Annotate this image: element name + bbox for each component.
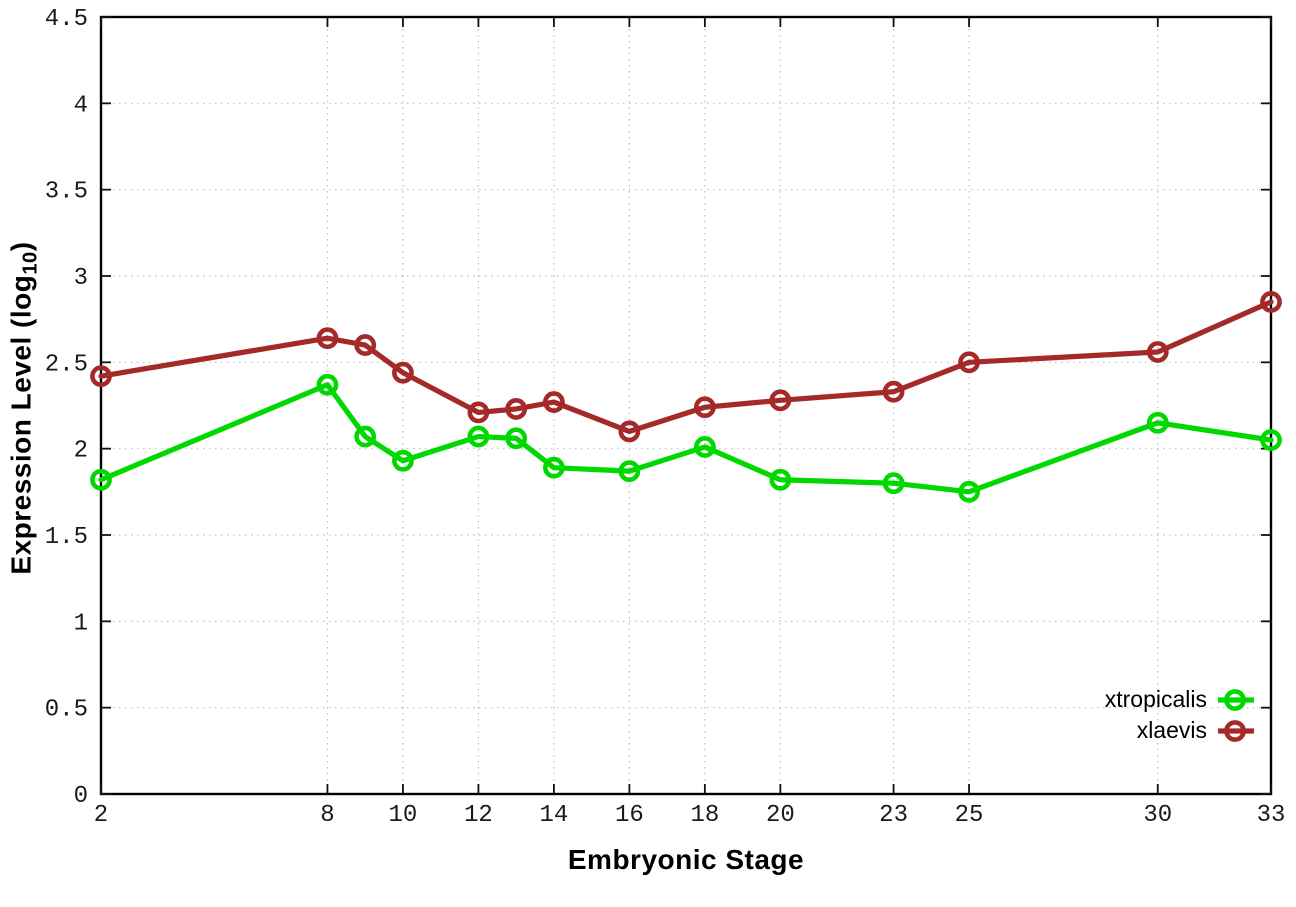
data-point-xlaevis xyxy=(467,401,490,424)
x-tick-label: 23 xyxy=(879,802,908,829)
legend-item-xlaevis: xlaevis xyxy=(1137,715,1255,746)
data-point-xtropicalis xyxy=(467,425,490,448)
x-tick-label: 16 xyxy=(615,802,644,829)
data-point-xlaevis xyxy=(354,334,377,356)
y-tick-label: 1.5 xyxy=(45,524,88,551)
data-point-xlaevis xyxy=(882,380,905,403)
data-point-xtropicalis xyxy=(618,460,641,483)
data-point-xtropicalis xyxy=(354,425,377,448)
y-axis-title-subscript: 10 xyxy=(19,251,42,275)
data-point-xtropicalis xyxy=(505,427,528,450)
data-point-xlaevis xyxy=(693,396,716,419)
x-tick-label: 30 xyxy=(1143,802,1172,829)
data-point-xlaevis xyxy=(543,391,565,413)
x-tick-label: 33 xyxy=(1257,802,1286,829)
data-point-xlaevis xyxy=(1146,341,1169,363)
series-line-xlaevis xyxy=(98,299,1274,434)
series-line-xtropicalis xyxy=(98,382,1274,495)
y-tick-label: 3.5 xyxy=(45,179,88,206)
data-point-xtropicalis xyxy=(90,468,112,491)
legend-label-xtropicalis: xtropicalis xyxy=(1104,686,1207,712)
x-tick-label: 14 xyxy=(539,802,568,829)
x-axis-title: Embryonic Stage xyxy=(567,844,805,875)
x-tick-label: 12 xyxy=(464,802,493,829)
data-point-xtropicalis xyxy=(1260,429,1282,451)
y-tick-label: 4.5 xyxy=(45,6,88,33)
y-tick-label: 1 xyxy=(74,610,88,637)
data-point-xtropicalis xyxy=(1146,411,1169,434)
y-axis-title-suffix: ) xyxy=(5,241,37,252)
plot-border xyxy=(99,15,1273,796)
legend-item-xtropicalis: xtropicalis xyxy=(1105,684,1255,715)
data-point-xtropicalis xyxy=(882,472,905,495)
data-point-xlaevis xyxy=(769,389,792,412)
data-point-xtropicalis xyxy=(769,468,792,491)
y-tick-label: 0.5 xyxy=(45,697,88,724)
y-axis-title-text: Expression Level (log xyxy=(5,274,37,575)
y-tick-label: 2 xyxy=(74,438,88,465)
data-point-xlaevis xyxy=(618,420,641,443)
x-tick-label: 8 xyxy=(320,802,334,829)
y-axis-title: Expression Level (log10) xyxy=(5,241,42,574)
data-point-xlaevis xyxy=(1260,290,1282,313)
data-point-xtropicalis xyxy=(958,480,980,503)
data-point-xlaevis xyxy=(505,398,528,420)
data-point-xlaevis xyxy=(958,351,980,374)
chart-legend: xtropicalis xlaevis xyxy=(1105,684,1255,746)
data-point-xtropicalis xyxy=(392,449,414,472)
data-point-xtropicalis xyxy=(693,436,716,458)
legend-swatch-xtropicalis xyxy=(1218,688,1254,711)
legend-label-xlaevis: xlaevis xyxy=(1136,717,1207,743)
y-tick-label: 0 xyxy=(74,783,88,810)
x-tick-label: 25 xyxy=(955,802,984,829)
legend-swatch-xlaevis xyxy=(1218,719,1254,742)
y-tick-label: 2.5 xyxy=(45,351,88,378)
y-tick-label: 3 xyxy=(74,265,88,292)
x-tick-label: 10 xyxy=(389,802,418,829)
data-point-xlaevis xyxy=(90,365,112,388)
data-point-xlaevis xyxy=(316,327,339,350)
data-point-xtropicalis xyxy=(543,456,565,479)
data-point-xtropicalis xyxy=(316,373,339,396)
y-tick-label: 4 xyxy=(74,92,88,119)
data-point-xlaevis xyxy=(392,361,414,384)
x-tick-label: 18 xyxy=(690,802,719,829)
x-tick-label: 2 xyxy=(94,802,108,829)
x-tick-label: 20 xyxy=(766,802,795,829)
